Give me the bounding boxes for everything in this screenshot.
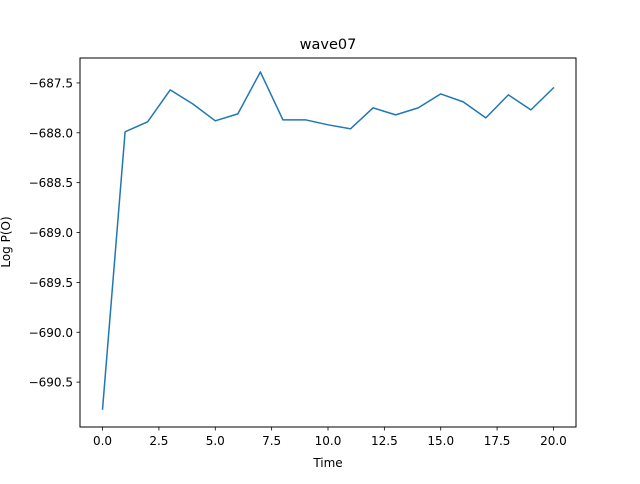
y-axis-label: Log P(O) <box>0 216 13 267</box>
x-tick-label: 5.0 <box>206 434 225 448</box>
x-tick-label: 17.5 <box>484 434 511 448</box>
x-tick-label: 7.5 <box>262 434 281 448</box>
y-tick-label: −689.0 <box>29 226 73 240</box>
y-tick-label: −687.5 <box>29 76 73 90</box>
y-tick-label: −689.5 <box>29 276 73 290</box>
y-tick-label: −688.0 <box>29 126 73 140</box>
x-tick-label: 10.0 <box>315 434 342 448</box>
x-tick-label: 2.5 <box>149 434 168 448</box>
x-tick-label: 12.5 <box>371 434 398 448</box>
y-tick-label: −688.5 <box>29 176 73 190</box>
series-layer <box>101 71 555 410</box>
x-tick-label: 20.0 <box>540 434 567 448</box>
x-tick-label: 0.0 <box>93 434 112 448</box>
y-axis-ticks: −687.5 −688.0 −688.5 −689.0 −689.5 −690.0 −690… <box>29 76 80 390</box>
series-line <box>101 71 555 410</box>
chart-title: wave07 <box>300 37 357 53</box>
y-tick-label: −690.5 <box>29 376 73 390</box>
x-axis-ticks: 0.0 2.5 5.0 7.5 10.0 12.5 15.0 17.5 20.0 <box>93 427 567 448</box>
plot-frame <box>79 57 577 428</box>
x-tick-label: 15.0 <box>427 434 454 448</box>
x-axis-label: Time <box>312 456 342 470</box>
y-tick-label: −690.0 <box>29 326 73 340</box>
